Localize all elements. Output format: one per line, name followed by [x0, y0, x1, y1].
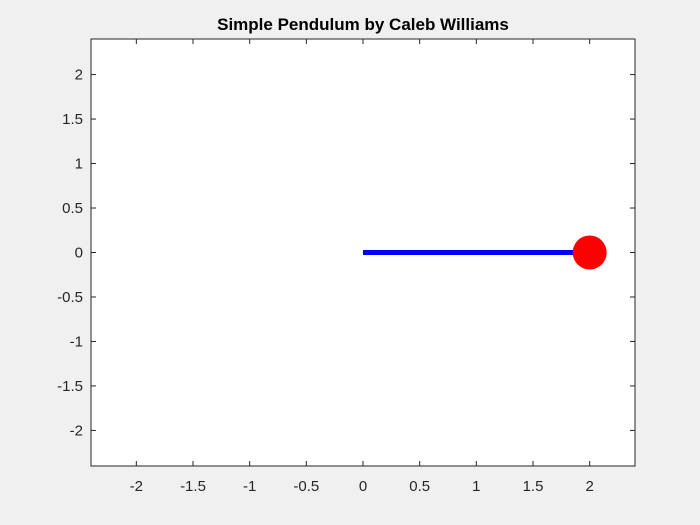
x-tick-label: -1.5	[180, 478, 206, 495]
y-tick-label: 1.5	[62, 111, 83, 128]
x-tick-label: -1	[243, 478, 256, 495]
y-tick-label: 2	[75, 67, 83, 84]
axes: -2 -1.5 -1 -0.5 0 0.5 1 1.5 2 2 1.5 1 0.5 0 -0.5 -1 -1.…	[57, 38, 636, 495]
y-tick-label: -0.5	[57, 289, 83, 306]
y-tick-label: -1.5	[57, 378, 83, 395]
x-tick-label: 0.5	[409, 478, 430, 495]
chart-title: Simple Pendulum by Caleb Williams	[217, 15, 509, 34]
series-layer	[363, 235, 607, 270]
x-tick-label: -2	[130, 478, 143, 495]
y-tick-label: -2	[70, 422, 83, 439]
pendulum-bob	[572, 235, 607, 270]
y-tick-label: 1	[75, 156, 83, 173]
axes-frame	[90, 38, 636, 467]
y-axis-ticks: 2 1.5 1 0.5 0 -0.5 -1 -1.5 -2	[57, 67, 635, 439]
x-tick-label: -0.5	[293, 478, 319, 495]
y-tick-label: -1	[70, 333, 83, 350]
x-tick-label: 2	[585, 478, 593, 495]
x-tick-label: 1.5	[523, 478, 544, 495]
x-tick-label: 0	[359, 478, 367, 495]
x-tick-label: 1	[472, 478, 480, 495]
y-tick-label: 0	[75, 245, 83, 262]
x-axis-ticks: -2 -1.5 -1 -0.5 0 0.5 1 1.5 2	[130, 39, 594, 495]
y-tick-label: 0.5	[62, 200, 83, 217]
